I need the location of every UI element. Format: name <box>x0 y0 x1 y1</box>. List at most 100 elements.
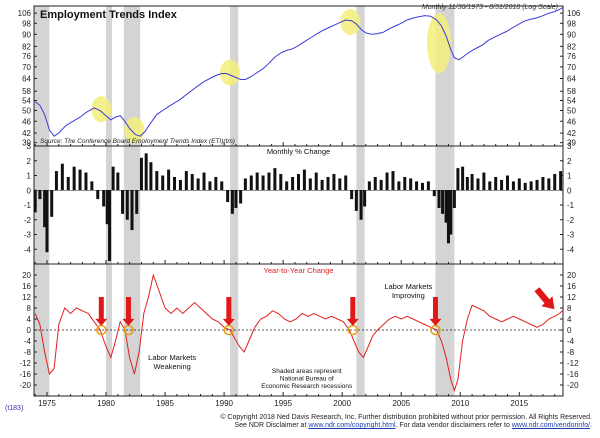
monthly-change-bar <box>102 190 106 207</box>
panel2-ytick-label-left: 0 <box>27 186 32 195</box>
monthly-change-bar <box>196 178 200 191</box>
monthly-change-bar <box>161 175 165 191</box>
highlight-ellipse-2 <box>124 116 145 143</box>
panel1-ytick-label-right: 76 <box>567 52 576 61</box>
panel1-ytick-label-left: 64 <box>22 74 31 83</box>
panel-frame-2 <box>33 145 564 265</box>
panel1-ytick-label-left: 76 <box>22 52 31 61</box>
recession-band-0-panel-1 <box>34 6 50 146</box>
monthly-change-bar <box>482 172 486 191</box>
down-arrow-2 <box>122 297 135 326</box>
monthly-change-bar <box>506 175 510 191</box>
monthly-change-bar <box>167 169 171 191</box>
down-arrow-1 <box>95 297 108 326</box>
monthly-change-bar <box>255 172 259 191</box>
monthly-change-bar <box>178 179 182 191</box>
monthly-panel-title: Monthly % Change <box>267 147 330 156</box>
monthly-change-bar <box>559 171 563 191</box>
monthly-change-bar <box>297 174 300 191</box>
monthly-change-bar <box>90 181 94 191</box>
panel1-ytick-label-right: 64 <box>567 74 576 83</box>
monthly-change-bar <box>359 190 363 220</box>
monthly-change-bar <box>415 181 419 191</box>
monthly-change-bar <box>449 190 453 235</box>
monthly-change-bar <box>184 171 188 191</box>
monthly-change-bar <box>444 190 448 223</box>
vendor-info-link[interactable]: www.ndr.com/vendorinfo/ <box>511 422 591 429</box>
down-arrow-5 <box>429 297 442 326</box>
recession-band-2-panel-1 <box>123 6 141 146</box>
recession-band-4-panel-3 <box>356 264 365 396</box>
monthly-change-bar <box>214 176 218 191</box>
panel1-ytick-label-right: 50 <box>567 106 576 115</box>
monthly-change-bar <box>66 176 70 191</box>
xtick-label-1980: 1980 <box>97 399 115 408</box>
panel3-ytick-label-left: 4 <box>27 315 32 324</box>
monthly-change-bar <box>354 190 358 211</box>
highlight-ellipse-5 <box>427 13 452 74</box>
panel1-ytick-label-left: 106 <box>18 9 32 18</box>
monthly-change-bar <box>535 179 539 191</box>
panel3-ytick-label-left: 8 <box>27 304 32 313</box>
monthly-change-bar <box>344 175 348 191</box>
disclaimer-prefix: See NDR Disclaimer at <box>234 422 309 429</box>
monthly-change-bar <box>432 190 436 197</box>
xtick-label-2015: 2015 <box>510 399 528 408</box>
yoy-change-line <box>34 273 563 393</box>
monthly-change-bar <box>350 190 354 200</box>
panel2-ytick-label-right: 0 <box>567 186 572 195</box>
monthly-change-bar <box>456 168 460 191</box>
monthly-change-bar <box>202 172 206 191</box>
monthly-change-bar <box>363 190 367 207</box>
monthly-change-bar <box>437 190 441 208</box>
recession-band-1-panel-3 <box>106 264 112 396</box>
monthly-change-bar <box>45 190 49 253</box>
monthly-change-bar <box>338 178 342 191</box>
panel2-ytick-label-right: -3 <box>567 231 575 240</box>
yoy-panel-title: Year-to-Year Change <box>264 266 334 275</box>
monthly-change-bar <box>547 178 551 191</box>
panel3-ytick-label-right: -16 <box>567 370 579 379</box>
panel3-ytick-label-left: 20 <box>22 271 31 280</box>
monthly-change-bar <box>273 168 277 191</box>
recession-band-5-panel-3 <box>435 264 455 396</box>
down-arrow-4 <box>346 297 359 326</box>
monthly-change-bar <box>190 174 194 191</box>
panel1-ytick-label-left: 90 <box>22 30 31 39</box>
monthly-change-bar <box>249 175 253 191</box>
monthly-change-bar <box>96 190 100 200</box>
panel1-ytick-label-right: 58 <box>567 87 576 96</box>
monthly-change-bar <box>230 190 234 214</box>
copyright-link[interactable]: www.ndr.com/copyright.html <box>308 422 396 429</box>
panel1-ytick-label-left: 70 <box>22 63 31 72</box>
monthly-change-bar <box>426 181 430 191</box>
panel3-ytick-label-right: 16 <box>567 282 576 291</box>
disclaimer-suffix: . <box>590 422 592 429</box>
panel2-ytick-label-right: 3 <box>567 142 572 151</box>
panel1-ytick-label-left: 58 <box>22 87 31 96</box>
panel3-ytick-label-left: 0 <box>27 326 32 335</box>
monthly-change-bar <box>409 178 413 191</box>
monthly-change-bar <box>461 166 465 191</box>
disclaimer-middle: . For data vendor disclaimers refer to <box>395 422 512 429</box>
panel1-ytick-label-right: 42 <box>567 129 576 138</box>
panel1-ytick-label-right: 39 <box>567 139 576 148</box>
monthly-change-bar <box>541 176 545 191</box>
panel3-ytick-label-left: -12 <box>19 359 31 368</box>
panel3-ytick-label-right: 8 <box>567 304 572 313</box>
panel3-ytick-label-right: 12 <box>567 293 576 302</box>
monthly-change-bar <box>208 181 212 191</box>
monthly-change-bar <box>111 166 115 191</box>
eti-source-note: Source: The Conference Board Employment … <box>40 138 235 145</box>
monthly-change-bar <box>285 181 289 191</box>
monthly-change-bar <box>33 190 37 213</box>
labor-markets-weakening-label: Labor Markets Weakening <box>148 353 196 371</box>
monthly-change-bar <box>379 179 383 191</box>
monthly-change-bar <box>279 174 283 191</box>
xtick-label-2010: 2010 <box>451 399 469 408</box>
monthly-change-bar <box>441 190 445 214</box>
monthly-change-bar <box>494 176 498 191</box>
disclaimer-line: See NDR Disclaimer at www.ndr.com/copyri… <box>234 422 592 430</box>
panel1-ytick-label-right: 106 <box>567 9 581 18</box>
monthly-change-bar <box>43 190 47 228</box>
